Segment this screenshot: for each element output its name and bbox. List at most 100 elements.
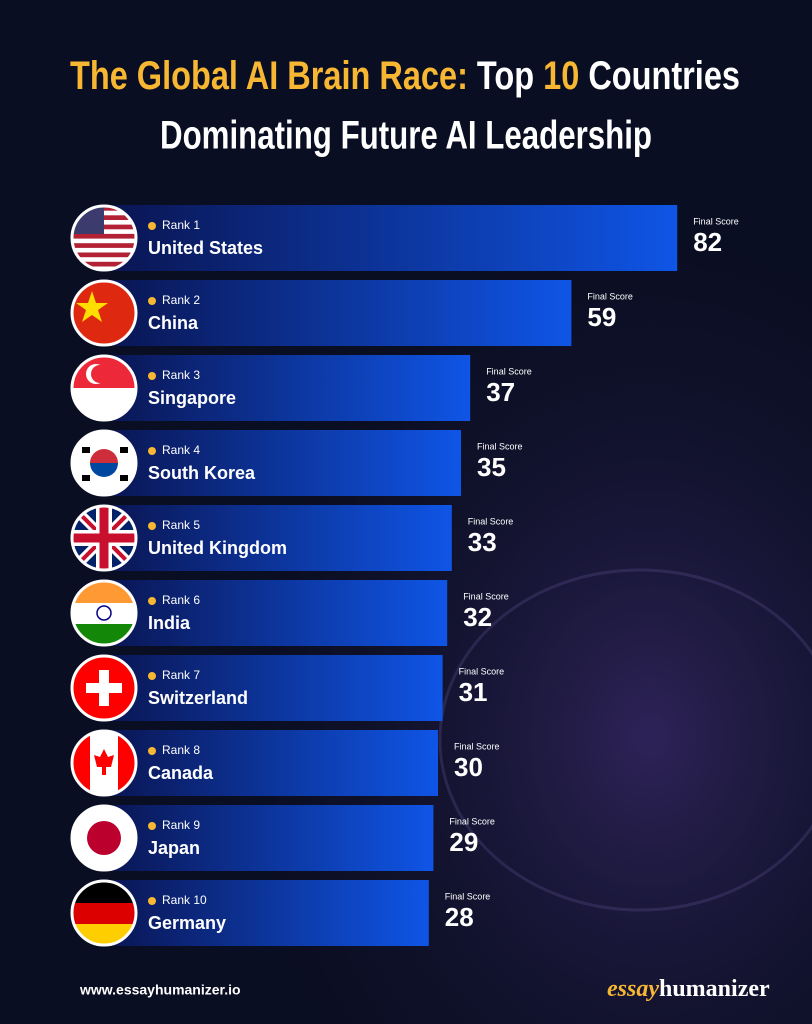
rank-label: Rank 7: [162, 668, 200, 682]
flag-border: [70, 279, 138, 347]
flag-part: [76, 291, 108, 322]
flag: [73, 657, 135, 719]
flag-part: [82, 475, 90, 481]
flag-part: [90, 463, 118, 477]
value-label: 33: [468, 527, 497, 557]
bar: [100, 280, 572, 346]
bar: [100, 805, 434, 871]
flag-part: [73, 243, 135, 248]
bar: [100, 655, 443, 721]
logo: essayhumanizer: [607, 976, 770, 1002]
flag-part: [73, 603, 135, 624]
flag-part: [73, 582, 135, 603]
title-part: The Global AI Brain Race:: [70, 54, 468, 98]
country-label: Canada: [148, 763, 214, 783]
bar: [100, 880, 429, 946]
rank-label: Rank 8: [162, 743, 200, 757]
flag-border: [70, 729, 138, 797]
rank-label: Rank 10: [162, 893, 207, 907]
bar: [100, 580, 448, 646]
rank-icon: [148, 597, 156, 605]
value-label: 37: [486, 377, 515, 407]
logo-part: humanizer: [659, 976, 770, 1002]
flag: [73, 282, 135, 344]
bar: [100, 730, 438, 796]
rank-label: Rank 6: [162, 593, 200, 607]
flag-part: [73, 282, 135, 344]
flag-part: [73, 507, 135, 569]
flag-part: [73, 924, 135, 944]
flag-border: [70, 504, 138, 572]
value-label: 29: [449, 827, 478, 857]
flag-part: [90, 449, 118, 463]
rank-label: Rank 5: [162, 518, 200, 532]
value-label: 31: [459, 677, 488, 707]
country-label: South Korea: [148, 463, 256, 483]
flag: [73, 582, 135, 644]
value-label: 35: [477, 452, 506, 482]
score-caption: Final Score: [486, 366, 532, 376]
country-label: Japan: [148, 838, 200, 858]
rank-icon: [148, 297, 156, 305]
country-label: Germany: [148, 913, 226, 933]
score-caption: Final Score: [587, 291, 633, 301]
brain-decoration: [438, 568, 812, 912]
value-label: 30: [454, 752, 483, 782]
bar: [100, 430, 461, 496]
score-caption: Final Score: [449, 816, 495, 826]
rank-icon: [148, 747, 156, 755]
bar: [100, 205, 678, 271]
country-label: India: [148, 613, 191, 633]
country-label: United States: [148, 238, 263, 258]
title-part: Top: [477, 54, 534, 98]
bar: [100, 355, 471, 421]
flag-part: [73, 233, 135, 239]
score-caption: Final Score: [693, 216, 739, 226]
logo-part: essay: [607, 976, 659, 1002]
flag-border: [70, 879, 138, 947]
flag-part: [73, 252, 135, 258]
value-label: 59: [587, 302, 616, 332]
flag-part: [82, 447, 90, 453]
flag-part: [120, 447, 128, 453]
rank-icon: [148, 447, 156, 455]
country-label: China: [148, 313, 199, 333]
country-label: Singapore: [148, 388, 236, 408]
rank-icon: [148, 372, 156, 380]
rank-label: Rank 3: [162, 368, 200, 382]
score-caption: Final Score: [445, 891, 491, 901]
score-caption: Final Score: [454, 741, 500, 751]
flag: [73, 432, 135, 494]
country-label: Switzerland: [148, 688, 248, 708]
flag-part: [73, 624, 135, 644]
rank-label: Rank 1: [162, 218, 200, 232]
flag-part: [73, 882, 135, 903]
flag-part: [73, 903, 135, 924]
flag-part: [73, 261, 135, 267]
rank-label: Rank 9: [162, 818, 200, 832]
flag-part: [86, 683, 122, 693]
score-caption: Final Score: [468, 516, 514, 526]
flag-border: [70, 804, 138, 872]
flag-part: [120, 475, 128, 481]
website: www.essayhumanizer.io: [79, 982, 241, 998]
bar: [100, 505, 452, 571]
country-label: United Kingdom: [148, 538, 287, 558]
flag: [73, 882, 135, 944]
flag-border: [70, 204, 138, 272]
flag-part: [91, 365, 109, 383]
flag: [73, 807, 135, 869]
rank-icon: [148, 897, 156, 905]
flag: [73, 207, 135, 269]
flag-part: [96, 605, 112, 621]
title-part: 10: [543, 54, 579, 98]
rank-label: Rank 2: [162, 293, 200, 307]
value-label: 32: [463, 602, 492, 632]
flag-border: [70, 354, 138, 422]
flag: [73, 507, 135, 569]
rank-icon: [148, 522, 156, 530]
flag-part: [94, 749, 114, 775]
flag-border: [70, 579, 138, 647]
